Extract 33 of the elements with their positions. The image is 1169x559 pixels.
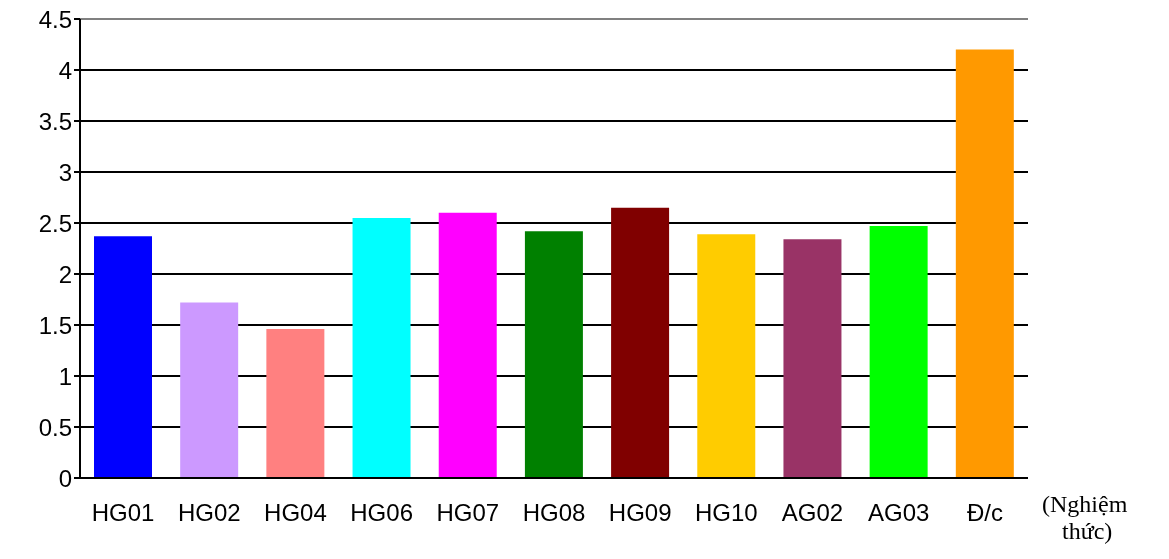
x-tick-label: Đ/c	[966, 499, 1003, 527]
y-tick-label: 0	[58, 464, 72, 492]
y-tick-label: 3.5	[38, 107, 72, 135]
bar	[524, 231, 583, 478]
x-tick-label: HG07	[436, 499, 500, 527]
x-tick-label: AG03	[868, 499, 930, 527]
bar	[438, 212, 497, 478]
x-tick-label: HG01	[91, 499, 155, 527]
bar	[266, 329, 325, 478]
y-tick-label: 1	[58, 362, 72, 390]
y-tick-label: 0.5	[38, 413, 72, 441]
bar	[94, 236, 152, 478]
bar	[611, 207, 670, 478]
x-tick-label: HG06	[350, 499, 413, 527]
x-tick-label: HG08	[522, 499, 586, 527]
bar	[783, 239, 842, 478]
x-tick-label: HG10	[695, 499, 758, 527]
x-tick-label: HG04	[264, 499, 327, 527]
y-tick-label: 3	[58, 158, 72, 186]
bar	[180, 302, 239, 478]
y-tick-label: 4.5	[38, 5, 72, 33]
y-tick-label: 4	[58, 56, 72, 84]
y-tick-label: 2	[58, 260, 72, 288]
bar	[697, 234, 756, 478]
x-tick-label: HG02	[177, 499, 241, 527]
x-tick-label: AG02	[781, 499, 844, 527]
bar	[869, 226, 928, 478]
bar	[352, 217, 411, 478]
x-tick-label: HG09	[608, 499, 672, 527]
y-tick-label: 1.5	[38, 311, 72, 339]
y-tick-label: 2.5	[38, 209, 72, 237]
bar	[955, 49, 1014, 478]
x-axis-title: (Nghiệm thức)	[1042, 491, 1128, 544]
